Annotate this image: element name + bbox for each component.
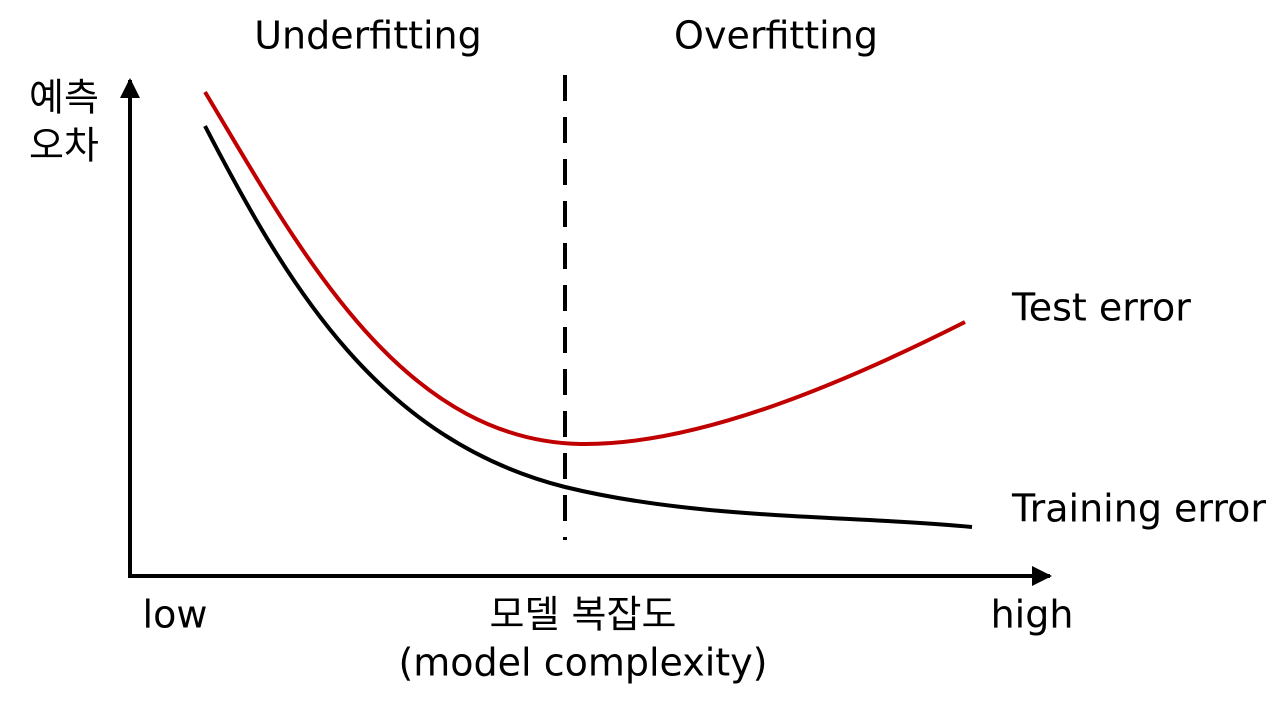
test-error-curve [203, 90, 966, 447]
region-label: Underfitting [254, 14, 482, 58]
curve-label: Training error [1011, 487, 1266, 531]
x-axis-high: high [991, 593, 1074, 637]
x-axis-low: low [143, 593, 208, 637]
curve-label: Test error [1011, 286, 1191, 330]
y-axis-label: 오차 [29, 124, 99, 168]
x-axis-label: 모델 복잡도 [490, 593, 677, 637]
y-axis-label: 예측 [29, 76, 99, 120]
x-axis-label-en: (model complexity) [398, 641, 767, 685]
region-label: Overfitting [674, 14, 878, 58]
training-error-curve [203, 125, 973, 529]
